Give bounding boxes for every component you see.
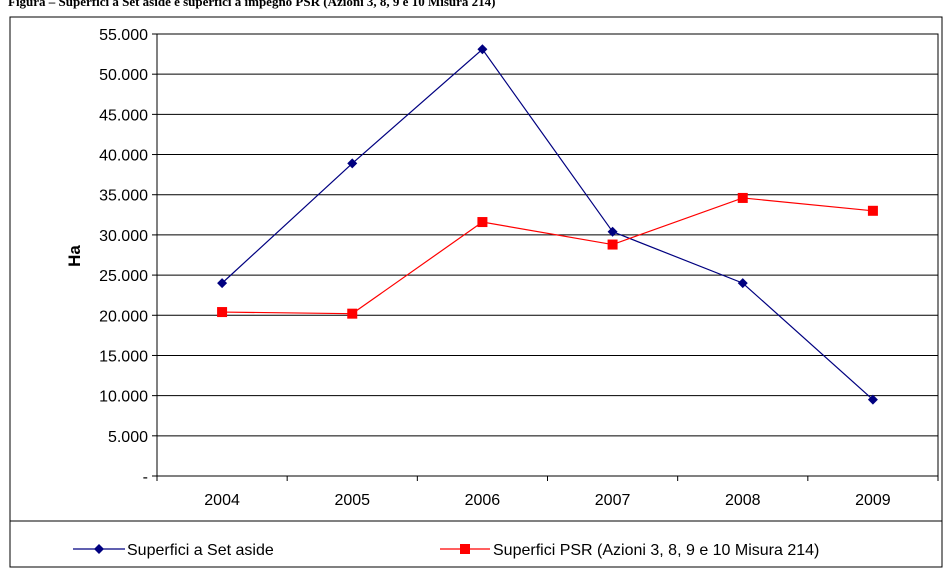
y-tick-label: 20.000 <box>99 308 148 325</box>
x-tick-label: 2008 <box>725 492 761 509</box>
legend-label-set-aside: Superfici a Set aside <box>127 542 274 559</box>
y-tick-label: 45.000 <box>99 107 148 124</box>
legend: Superfici a Set aside Superfici PSR (Azi… <box>73 542 819 559</box>
data-point-diamond <box>607 226 618 237</box>
data-point-diamond <box>737 278 748 289</box>
plot-area <box>156 33 939 477</box>
plot-area-border <box>156 33 939 477</box>
y-axis-label: Ha <box>65 245 84 267</box>
x-tick-label: 2009 <box>855 492 891 509</box>
y-tick-label: 25.000 <box>99 268 148 285</box>
data-point-square <box>347 308 358 319</box>
data-point-square <box>607 239 618 250</box>
data-point-diamond <box>347 158 358 169</box>
series-line-0 <box>221 48 874 401</box>
x-tick-label: 2004 <box>204 492 240 509</box>
data-point-square <box>867 205 878 216</box>
legend-item-psr: Superfici PSR (Azioni 3, 8, 9 e 10 Misur… <box>440 542 819 559</box>
y-tick-label: 40.000 <box>99 148 148 165</box>
legend-label-psr: Superfici PSR (Azioni 3, 8, 9 e 10 Misur… <box>493 542 819 559</box>
figure-caption: Figura – Superfici a Set aside e superfi… <box>8 0 495 9</box>
data-point-diamond <box>867 394 878 405</box>
data-point-diamond <box>477 44 488 55</box>
y-tick-label: 50.000 <box>99 67 148 84</box>
x-axis-ticks: 2004 2005 2006 2007 2008 2009 <box>156 476 939 509</box>
y-tick-label: 30.000 <box>99 228 148 245</box>
data-point-diamond <box>217 278 228 289</box>
series-lines <box>221 48 874 401</box>
legend-diamond-icon <box>94 544 104 554</box>
x-tick-label: 2005 <box>334 492 370 509</box>
y-tick-label: 5.000 <box>108 429 148 446</box>
legend-square-icon <box>460 544 470 554</box>
y-axis-ticks: - 5.000 10.000 15.000 20.000 25.000 30.000 35.0… <box>99 27 157 486</box>
data-point-square <box>217 307 228 318</box>
y-tick-label: - <box>143 469 148 486</box>
series-markers <box>217 44 878 405</box>
series-line-1 <box>222 197 873 315</box>
gridlines <box>157 33 938 437</box>
y-tick-label: 55.000 <box>99 27 148 44</box>
data-point-square <box>737 192 748 203</box>
y-tick-label: 35.000 <box>99 188 148 205</box>
data-point-square <box>477 217 488 228</box>
y-tick-label: 10.000 <box>99 389 148 406</box>
legend-item-set-aside: Superfici a Set aside <box>73 542 274 559</box>
x-tick-label: 2006 <box>465 492 501 509</box>
x-tick-label: 2007 <box>595 492 631 509</box>
y-tick-label: 15.000 <box>99 348 148 365</box>
